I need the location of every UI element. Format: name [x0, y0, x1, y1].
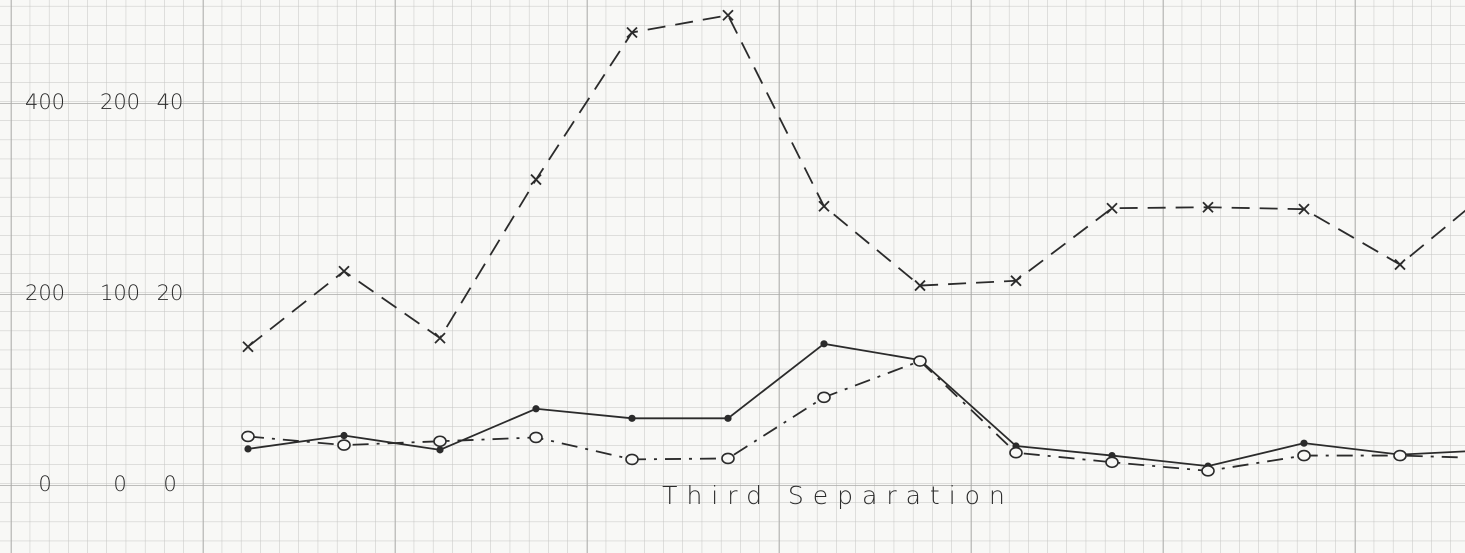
dot-marker: [340, 432, 347, 439]
dot-marker: [1300, 440, 1307, 447]
circle-marker: [338, 440, 350, 450]
circle-marker: [434, 436, 446, 446]
circle-marker: [242, 431, 254, 441]
y-tick-label: 0: [113, 472, 126, 496]
dot-marker: [820, 340, 827, 347]
dot-marker: [244, 445, 251, 452]
y-tick-label: 0: [163, 472, 176, 496]
circle-marker: [1106, 457, 1118, 467]
chart-title: Third Separation: [662, 481, 1014, 510]
y-tick-label: 100: [100, 281, 140, 305]
dot-marker: [532, 405, 539, 412]
y-tick-label: 200: [100, 90, 140, 114]
y-tick-label: 0: [38, 472, 51, 496]
y-tick-label: 400: [25, 90, 65, 114]
circle-marker: [1298, 451, 1310, 461]
chart: Third Separation 0 200 400 0 100 200 0 20 40: [0, 0, 1465, 553]
dot-marker: [436, 446, 443, 453]
graph-paper-major: [0, 0, 1465, 553]
y-tick-label: 200: [25, 281, 65, 305]
circle-marker: [1010, 448, 1022, 458]
dot-marker: [628, 415, 635, 422]
circle-marker: [914, 356, 926, 366]
circle-marker: [818, 392, 830, 402]
circle-marker: [722, 453, 734, 463]
page: Third Separation 0200400010020002040 (()…: [0, 0, 1465, 553]
circle-marker: [1202, 466, 1214, 476]
y-tick-label: 20: [157, 281, 184, 305]
circle-marker: [1394, 451, 1406, 461]
dot-marker: [724, 415, 731, 422]
y-tick-label: 40: [157, 90, 184, 114]
circle-marker: [530, 432, 542, 442]
circle-marker: [626, 454, 638, 464]
